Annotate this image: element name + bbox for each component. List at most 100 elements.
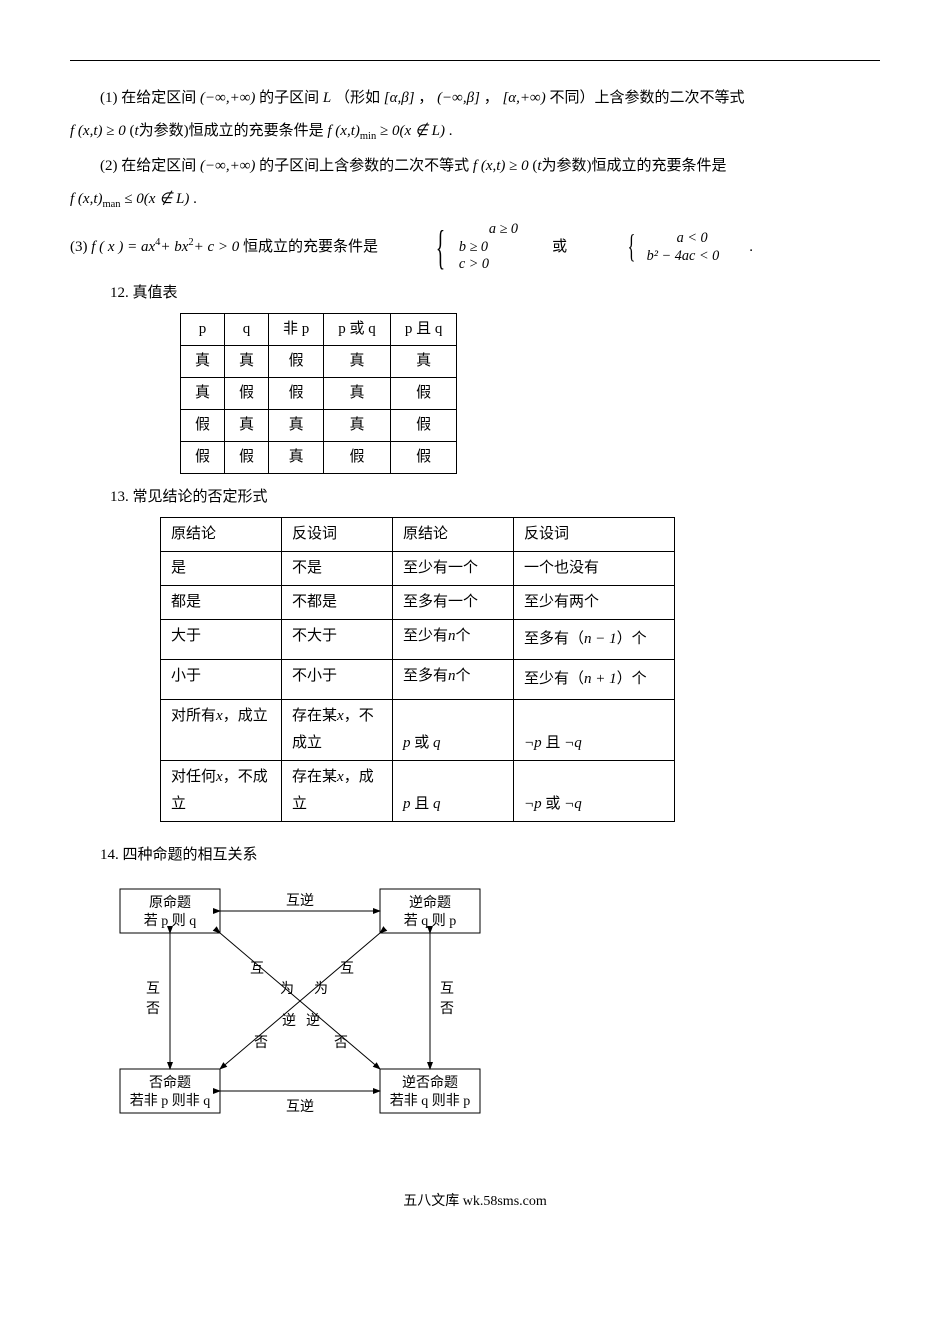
heading-13: 13. 常见结论的否定形式 <box>110 484 880 511</box>
svg-text:否命题: 否命题 <box>149 1074 191 1091</box>
t: 存在某 <box>292 769 337 785</box>
svg-text:逆: 逆 <box>282 1013 296 1029</box>
interval: (−∞,+∞) <box>200 158 255 174</box>
t: ）个 <box>617 631 647 647</box>
td: 至少有两个 <box>514 586 675 620</box>
row: a < 0 <box>677 230 708 246</box>
n: n − 1 <box>584 631 617 647</box>
dot: . <box>193 191 197 207</box>
svg-text:若 p 则 q: 若 p 则 q <box>144 913 197 929</box>
svg-text:逆否命题: 逆否命题 <box>402 1074 458 1091</box>
sep: ， <box>484 90 499 106</box>
svg-text:逆: 逆 <box>306 1013 320 1029</box>
td: 一个也没有 <box>514 552 675 586</box>
th: 反设词 <box>282 518 393 552</box>
interval: (−∞,+∞) <box>200 90 255 106</box>
td: 假 <box>225 442 269 474</box>
svg-text:为: 为 <box>314 981 328 997</box>
para-2: (2) 在给定区间 (−∞,+∞) 的子区间上含参数的二次不等式 f (x,t)… <box>70 153 880 180</box>
sub: man <box>102 199 120 210</box>
t: 个 <box>456 628 471 644</box>
td: 假 <box>324 442 391 474</box>
t: 至多有（ <box>524 631 584 647</box>
t: 至多有 <box>403 668 448 684</box>
td: ¬p 或 ¬q <box>514 761 675 822</box>
td: 都是 <box>161 586 282 620</box>
svg-text:互: 互 <box>340 962 354 977</box>
td: 真 <box>181 346 225 378</box>
t: 存在某 <box>292 708 337 724</box>
table-row: 真真假真真 <box>181 346 457 378</box>
svg-text:互逆: 互逆 <box>286 1099 314 1115</box>
diagram-svg: 原命题若 p 则 q逆命题若 q 则 p否命题若非 p 则非 q逆否命题若非 q… <box>100 879 500 1129</box>
table-row: p q 非 p p 或 q p 且 q <box>181 314 457 346</box>
table-row: 假真真真假 <box>181 410 457 442</box>
td: 至少有一个 <box>393 552 514 586</box>
q: q <box>433 735 441 751</box>
nq: ¬q <box>564 735 582 751</box>
cond: ≤ 0(x ∉ L) <box>121 191 190 207</box>
svg-text:原命题: 原命题 <box>149 894 191 911</box>
svg-text:否: 否 <box>334 1036 348 1051</box>
page: (1) 在给定区间 (−∞,+∞) 的子区间 L （形如 [α,β] ， (−∞… <box>0 0 950 1254</box>
interval: [α,+∞) <box>502 90 545 106</box>
td: ¬p 且 ¬q <box>514 700 675 761</box>
f: f (x,t) <box>70 191 102 207</box>
n: n <box>448 668 456 684</box>
svg-text:为: 为 <box>280 981 294 997</box>
t: 至少有 <box>403 628 448 644</box>
x: x <box>216 769 223 785</box>
table-row: 原结论 反设词 原结论 反设词 <box>161 518 675 552</box>
L: L <box>323 90 331 106</box>
text: 为参数)恒成立的充要条件是 <box>139 123 324 139</box>
td: 大于 <box>161 620 282 660</box>
td: 至多有一个 <box>393 586 514 620</box>
t: ，成立 <box>223 708 268 724</box>
n: n <box>448 628 456 644</box>
table-row: 都是不都是至多有一个至少有两个 <box>161 586 675 620</box>
td: 至多有n个 <box>393 660 514 700</box>
td: 真 <box>269 442 324 474</box>
td: 是 <box>161 552 282 586</box>
svg-text:若非 p 则非 q: 若非 p 则非 q <box>130 1093 211 1109</box>
td: 假 <box>390 378 457 410</box>
truth-table: p q 非 p p 或 q p 且 q 真真假真真 真假假真假 假真真真假 假假… <box>180 313 457 474</box>
para-1b: f (x,t) ≥ 0 (t为参数)恒成立的充要条件是 f (x,t)min ≥… <box>70 118 880 147</box>
td: 至少有（n + 1）个 <box>514 660 675 700</box>
td: p 且 q <box>393 761 514 822</box>
svg-text:否: 否 <box>146 1002 160 1017</box>
td: 假 <box>225 378 269 410</box>
svg-text:互: 互 <box>250 962 264 977</box>
th: p 或 q <box>324 314 391 346</box>
td: 真 <box>324 410 391 442</box>
svg-text:互: 互 <box>146 982 160 997</box>
expr: f (x,t)min ≥ 0(x ∉ L) <box>327 123 448 139</box>
dot: . <box>719 234 753 261</box>
table-row: 大于 不大于 至少有n个 至多有（n − 1）个 <box>161 620 675 660</box>
row: b ≥ 0 <box>459 239 488 255</box>
svg-text:互: 互 <box>440 982 454 997</box>
nq: ¬q <box>564 796 582 812</box>
f: f ( x ) = ax <box>91 239 155 255</box>
para-1: (1) 在给定区间 (−∞,+∞) 的子区间 L （形如 [α,β] ， (−∞… <box>70 85 880 112</box>
text: 的子区间 <box>259 90 319 106</box>
t: 至少有（ <box>524 671 584 687</box>
f: f (x,t) <box>327 123 359 139</box>
td: 真 <box>324 346 391 378</box>
svg-text:互逆: 互逆 <box>286 893 314 909</box>
t: 对所有 <box>171 708 216 724</box>
table-row: 小于 不小于 至多有n个 至少有（n + 1）个 <box>161 660 675 700</box>
np: ¬p <box>524 796 542 812</box>
td: 假 <box>390 410 457 442</box>
p: p <box>403 735 411 751</box>
td: 假 <box>269 346 324 378</box>
expr: f (x,t) ≥ 0 <box>70 123 126 139</box>
q: q <box>433 796 441 812</box>
svg-text:逆命题: 逆命题 <box>409 894 451 911</box>
or: 或 <box>522 234 567 261</box>
svg-text:否: 否 <box>440 1002 454 1017</box>
expr: f (x,t) ≥ 0 <box>473 158 529 174</box>
svg-text:否: 否 <box>254 1036 268 1051</box>
td: 存在某x，不成立 <box>282 700 393 761</box>
n: n + 1 <box>584 671 617 687</box>
